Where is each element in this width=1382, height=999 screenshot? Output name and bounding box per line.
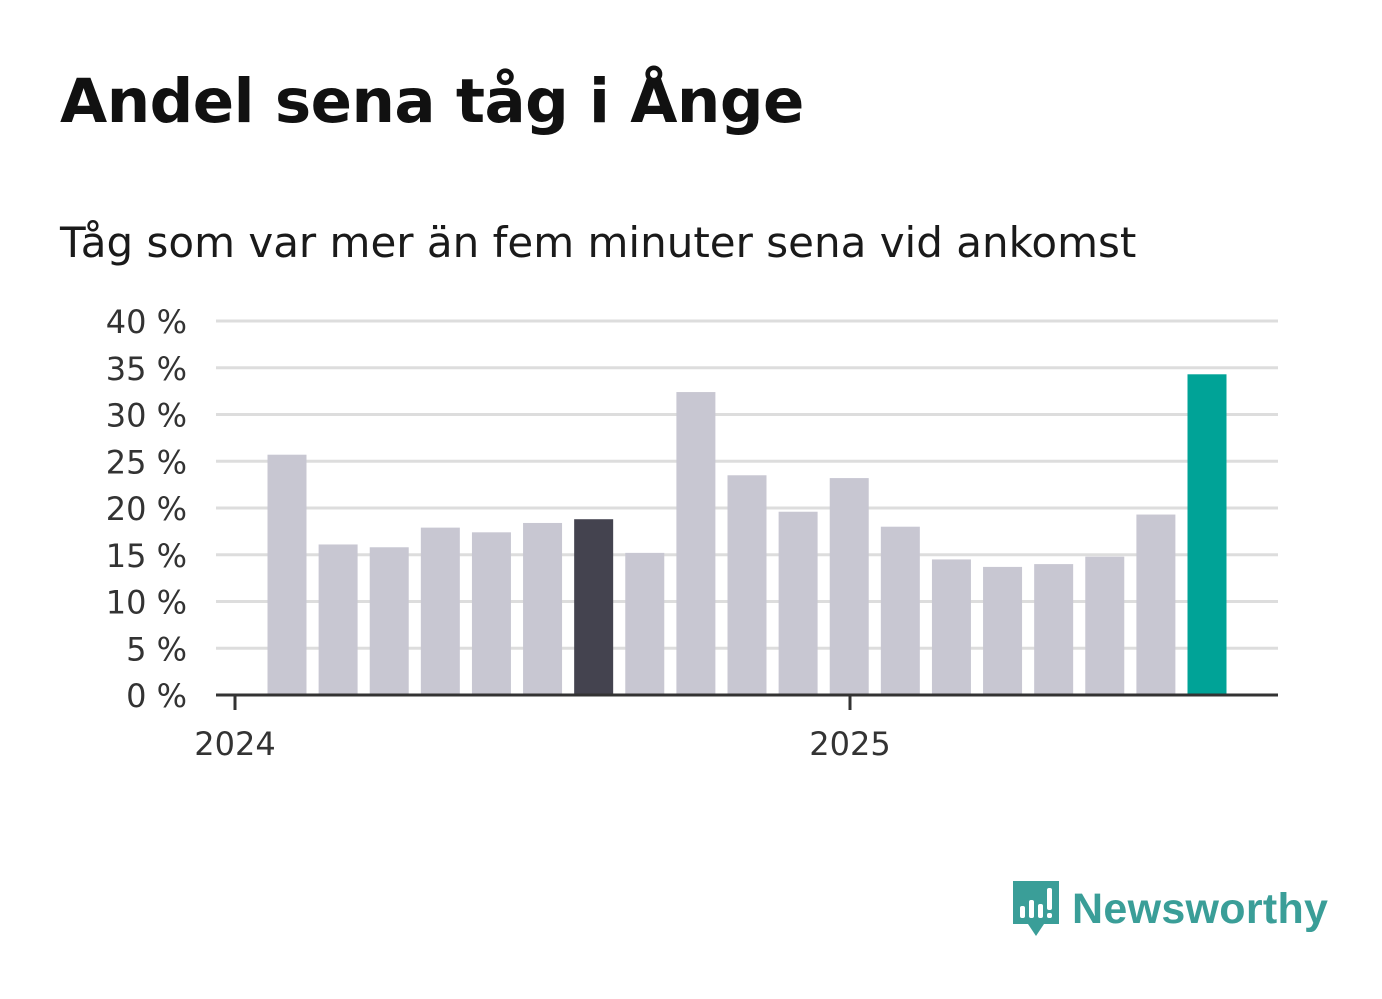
bar[interactable] — [727, 475, 767, 695]
x-tick-label: 2025 — [809, 725, 890, 763]
y-tick-label: 15 % — [106, 537, 187, 575]
y-tick-label: 0 % — [126, 677, 187, 715]
y-tick-label: 35 % — [106, 350, 187, 388]
bar[interactable] — [369, 547, 409, 695]
bar[interactable] — [931, 559, 971, 695]
newsworthy-logo-icon — [1013, 881, 1059, 936]
bar[interactable] — [471, 532, 511, 695]
y-tick-label: 30 % — [106, 397, 187, 435]
bar[interactable] — [318, 544, 358, 695]
bar[interactable] — [1187, 374, 1227, 695]
bar[interactable] — [829, 478, 869, 695]
bar[interactable] — [778, 511, 818, 695]
bar[interactable] — [1034, 564, 1074, 695]
x-axis-labels: 2024 2025 — [194, 725, 890, 763]
bars — [267, 374, 1227, 695]
x-axis — [216, 693, 1278, 710]
bar[interactable] — [880, 526, 920, 695]
bar[interactable] — [983, 566, 1023, 695]
y-tick-label: 40 % — [106, 303, 187, 341]
y-tick-label: 5 % — [126, 630, 187, 668]
newsworthy-brand[interactable]: Newsworthy — [1010, 878, 1328, 940]
y-tick-label: 10 % — [106, 584, 187, 622]
bar[interactable] — [676, 392, 716, 695]
x-tick-label: 2024 — [194, 725, 275, 763]
y-tick-label: 20 % — [106, 490, 187, 528]
bar[interactable] — [625, 552, 665, 695]
brand-name: Newsworthy — [1072, 884, 1329, 933]
chart-subtitle: Tåg som var mer än fem minuter sena vid … — [60, 218, 1137, 267]
bar[interactable] — [267, 454, 307, 695]
bar-chart: 0 %5 %10 %15 %20 %25 %30 %35 %40 % 2024 2… — [106, 303, 1278, 763]
bar[interactable] — [420, 527, 460, 695]
bar[interactable] — [1085, 556, 1125, 695]
bar[interactable] — [574, 519, 614, 695]
bar[interactable] — [523, 522, 563, 695]
bar[interactable] — [1136, 514, 1176, 695]
y-axis-labels: 0 % 5 % 10 % 15 % 20 % 25 % 30 % 35 % 40 % — [106, 303, 187, 715]
chart-title: Andel sena tåg i Ånge — [60, 66, 804, 137]
y-tick-label: 25 % — [106, 443, 187, 481]
